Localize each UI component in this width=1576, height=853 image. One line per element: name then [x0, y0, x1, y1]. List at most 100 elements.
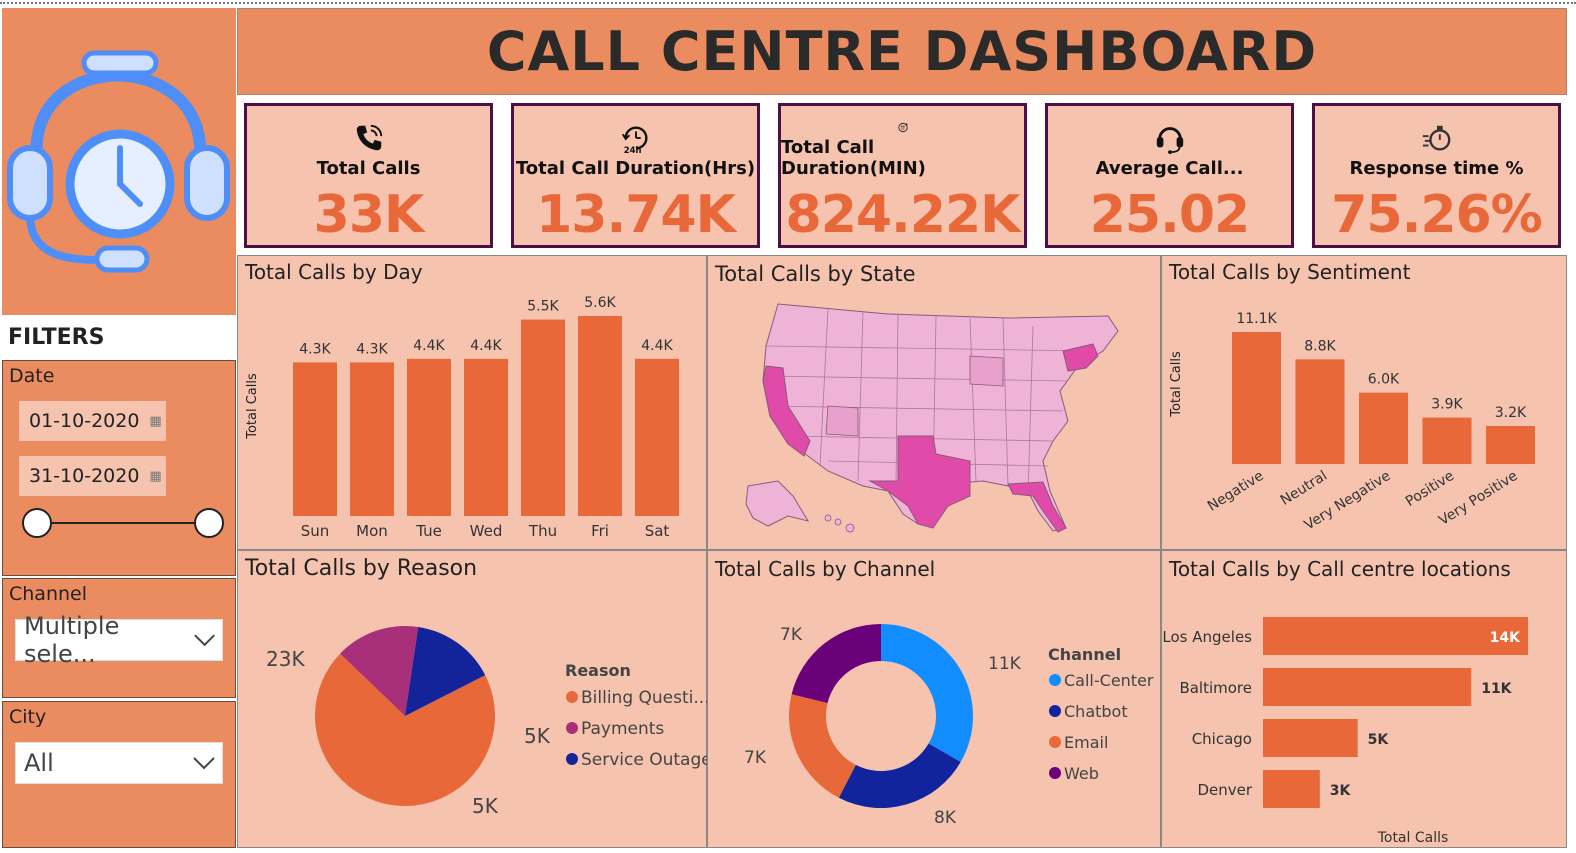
data-label: 4.3K [299, 341, 331, 357]
state-new-york[interactable] [1062, 343, 1099, 372]
bar [1263, 668, 1472, 706]
calls-by-reason-panel: Total Calls by Reason 23K 5K 5K Reason Billi… [237, 550, 708, 848]
legend-marker [1049, 705, 1061, 717]
data-label: 7K [780, 625, 803, 645]
logo-panel [2, 8, 236, 315]
channel-filter-label: Channel [9, 583, 88, 605]
top-border [0, 2, 1576, 4]
chevron-down-icon [194, 634, 215, 647]
calls-by-reason-chart: 23K 5K 5K Reason Billing Questi... Payments Se… [266, 626, 708, 818]
pie-slice [340, 626, 419, 716]
pie-slice [405, 626, 486, 716]
city-filter: City All [2, 701, 236, 848]
donut-slice [838, 743, 961, 808]
x-tick-label: Sat [645, 522, 670, 540]
x-tick-label: Mon [356, 522, 388, 540]
date-range-slider[interactable] [17, 505, 231, 541]
y-axis-label: Total Calls [1169, 351, 1184, 418]
data-label: 4.4K [641, 338, 673, 354]
kpi-card-average-call: Average Call... 25.02 [1045, 103, 1294, 248]
legend-item: Web [1064, 764, 1099, 783]
kpi-label: Response time % [1349, 158, 1524, 179]
city-filter-label: City [9, 706, 47, 728]
data-label: 5K [1368, 732, 1390, 748]
legend-item: Call-Center [1064, 671, 1154, 690]
kpi-value: 25.02 [1089, 185, 1250, 245]
bar [578, 316, 622, 516]
state-hawaii[interactable] [824, 514, 855, 533]
city-dropdown[interactable]: All [15, 742, 223, 784]
slider-start-handle[interactable] [22, 508, 52, 538]
donut-slice [881, 624, 973, 762]
calls-by-channel-panel: Total Calls by Channel 11K 8K 7K 7K Channel C… [707, 550, 1161, 848]
x-tick-label: Thu [528, 522, 557, 540]
x-tick-label: Positive [1403, 468, 1457, 510]
start-date-value: 01-10-2020 [29, 410, 140, 432]
panel-title: Total Calls by Sentiment [1169, 260, 1411, 284]
calls-by-day-chart: Total Calls 4.3K Sun 4.3K Mon 4.4K Tue 4.4K Wed 5… [245, 295, 679, 540]
channel-filter: Channel Multiple sele... [2, 578, 236, 698]
x-tick-label: Sun [301, 522, 330, 540]
data-label: 3K [1330, 783, 1352, 799]
stopwatch-icon [1422, 125, 1450, 151]
panel-title: Total Calls by Day [245, 260, 423, 284]
data-label: 3.2K [1495, 405, 1527, 421]
legend-marker [566, 722, 578, 734]
data-label: 6.0K [1368, 372, 1400, 388]
data-label: 11K [1481, 681, 1512, 697]
x-axis-label: Total Calls [1377, 830, 1449, 846]
data-label: 11K [988, 654, 1022, 674]
legend-marker [1049, 674, 1061, 686]
kpi-value: 13.74K [536, 185, 736, 245]
phone-icon [356, 124, 382, 151]
data-label: 7K [744, 748, 767, 768]
panel-title: Total Calls by Call centre locations [1169, 557, 1511, 581]
bar [407, 358, 451, 516]
data-label: 4.3K [356, 341, 388, 357]
state-california[interactable] [762, 365, 811, 457]
donut-slice [789, 694, 856, 798]
calls-by-state-panel: Total Calls by State [707, 255, 1161, 550]
legend-marker [566, 691, 578, 703]
data-label: 3.9K [1431, 397, 1463, 413]
kpi-label: Total Calls [316, 158, 421, 179]
panel-title: Total Calls by Reason [245, 556, 478, 581]
calendar-icon[interactable]: ▦ [149, 413, 162, 429]
end-date-input[interactable]: 31-10-2020 ▦ [19, 456, 166, 496]
channel-dropdown[interactable]: Multiple sele... [15, 612, 223, 668]
svg-text:60: 60 [900, 125, 904, 129]
state-alaska[interactable] [745, 480, 810, 527]
state-texas[interactable] [868, 435, 971, 529]
legend-marker [1049, 767, 1061, 779]
x-tick-label: Fri [591, 522, 609, 540]
chevron-down-icon [193, 757, 215, 770]
calendar-icon[interactable]: ▦ [149, 468, 162, 484]
y-tick-label: Denver [1197, 781, 1252, 799]
calls-by-sentiment-panel: Total Calls by Sentiment Total Calls 11.1… [1161, 255, 1567, 550]
data-label: 5.6K [584, 295, 616, 311]
data-label: 11.1K [1236, 311, 1277, 327]
bar [350, 362, 394, 516]
state-florida[interactable] [1007, 481, 1067, 533]
slider-end-handle[interactable] [194, 508, 224, 538]
24h-clock-icon: 24h [621, 126, 647, 154]
date-filter-label: Date [9, 365, 55, 387]
filters-title: FILTERS [8, 325, 105, 350]
bar [1486, 425, 1535, 464]
kpi-label: Average Call... [1095, 158, 1244, 179]
data-label: 8K [934, 808, 957, 828]
x-tick-label: Wed [470, 522, 503, 540]
start-date-input[interactable]: 01-10-2020 ▦ [19, 401, 166, 441]
data-label: 4.4K [413, 338, 445, 354]
city-dropdown-value: All [24, 749, 54, 777]
kpi-label: Total Call Duration(MIN) [781, 137, 926, 179]
data-label: 5.5K [527, 299, 559, 315]
bar [1263, 617, 1528, 655]
data-label: 14K [1490, 630, 1521, 646]
dashboard-title: CALL CENTRE DASHBOARD [237, 8, 1567, 95]
legend-item: Billing Questi... [581, 688, 708, 708]
calls-by-sentiment-chart: Total Calls11.1KNegative8.8KNeutral6.0KV… [1169, 311, 1535, 534]
y-tick-label: Los Angeles [1162, 628, 1252, 646]
us-state-map[interactable] [708, 256, 1162, 551]
legend-marker [1049, 736, 1061, 748]
